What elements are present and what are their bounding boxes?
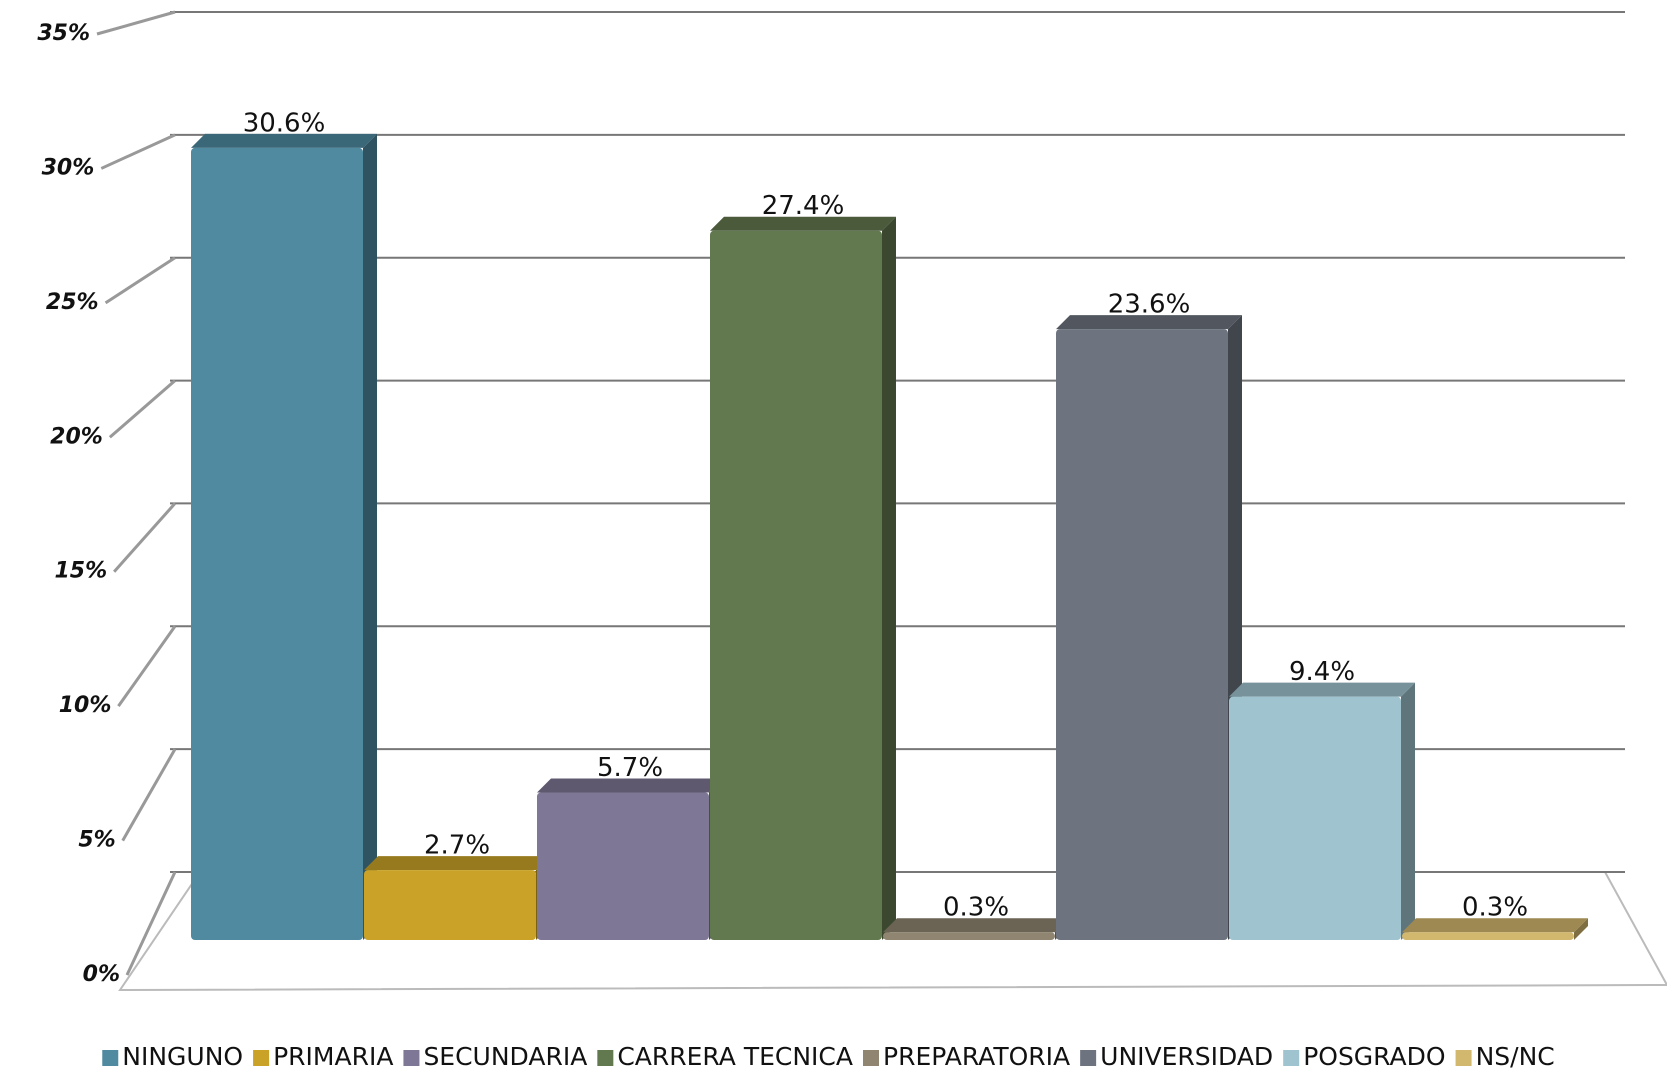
y-tick-label: 30% [42, 155, 95, 180]
bar-side [882, 216, 896, 940]
bar-side [1574, 918, 1588, 940]
bar-top [537, 778, 723, 793]
bar-top [1056, 315, 1242, 330]
bar-side [363, 133, 377, 940]
legend-swatch [863, 1050, 879, 1066]
value-label: 27.4% [762, 191, 845, 221]
bar [1402, 932, 1574, 940]
grid-line [125, 871, 177, 976]
legend-label: POSGRADO [1303, 1042, 1445, 1071]
grid-line [104, 256, 176, 305]
bar [1056, 329, 1228, 940]
grid-line [108, 379, 176, 439]
legend-label: PREPARATORIA [883, 1042, 1070, 1071]
bar-top [1402, 918, 1588, 933]
bar [364, 870, 536, 940]
bar-top [191, 133, 377, 148]
y-tick-label: 35% [37, 21, 90, 46]
bar [883, 932, 1055, 940]
y-tick-label: 5% [78, 828, 115, 853]
bar [537, 792, 709, 940]
grid-line [121, 748, 177, 842]
y-tick-label: 15% [54, 559, 107, 584]
legend-label: UNIVERSIDAD [1100, 1042, 1273, 1071]
legend-swatch [597, 1050, 614, 1066]
value-label: 5.7% [597, 753, 663, 783]
value-label: 9.4% [1289, 657, 1355, 687]
bar-top [883, 918, 1069, 933]
grid-line [100, 133, 176, 170]
value-label: 30.6% [243, 108, 326, 138]
y-tick-label: 25% [46, 290, 99, 315]
legend-swatch [102, 1050, 119, 1066]
value-label: 23.6% [1108, 290, 1191, 320]
legend-label: NINGUNO [122, 1042, 243, 1071]
legend-swatch [403, 1050, 420, 1066]
bar [191, 147, 363, 940]
bar [710, 230, 882, 940]
bar-top [710, 216, 896, 231]
bar-top [364, 856, 550, 871]
y-tick-label: 0% [83, 962, 120, 987]
value-label: 2.7% [424, 831, 490, 861]
grid-line [113, 502, 177, 573]
legend-swatch [253, 1050, 270, 1066]
bar [1229, 696, 1401, 940]
y-tick-label: 20% [50, 424, 103, 449]
legend-swatch [1455, 1050, 1472, 1066]
legend-label: CARRERA TECNICA [617, 1042, 853, 1071]
legend-label: SECUNDARIA [423, 1042, 587, 1071]
legend-label: PRIMARIA [273, 1042, 393, 1071]
legend-swatch [1080, 1050, 1097, 1066]
grid-line [117, 625, 177, 708]
bar-side [1401, 682, 1415, 940]
y-tick-label: 10% [59, 693, 112, 718]
bar-top [1229, 682, 1415, 697]
value-label: 0.3% [1462, 893, 1528, 923]
legend-label: NS/NC [1476, 1042, 1555, 1071]
value-label: 0.3% [943, 893, 1009, 923]
grid-line [96, 10, 176, 36]
legend-swatch [1283, 1050, 1300, 1066]
